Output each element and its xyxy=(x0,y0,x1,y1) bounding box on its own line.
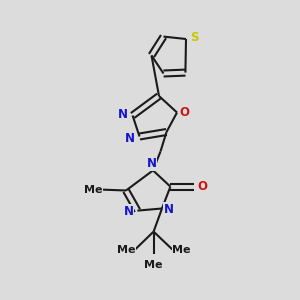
Text: N: N xyxy=(123,205,134,218)
Text: Me: Me xyxy=(117,244,135,255)
Text: O: O xyxy=(179,106,190,119)
Text: N: N xyxy=(164,202,174,216)
Text: S: S xyxy=(190,31,199,44)
Text: N: N xyxy=(118,107,128,121)
Text: Me: Me xyxy=(84,184,102,195)
Text: N: N xyxy=(146,157,157,170)
Text: Me: Me xyxy=(144,260,163,271)
Text: Me: Me xyxy=(172,244,191,255)
Text: O: O xyxy=(197,180,207,193)
Text: N: N xyxy=(125,131,135,145)
